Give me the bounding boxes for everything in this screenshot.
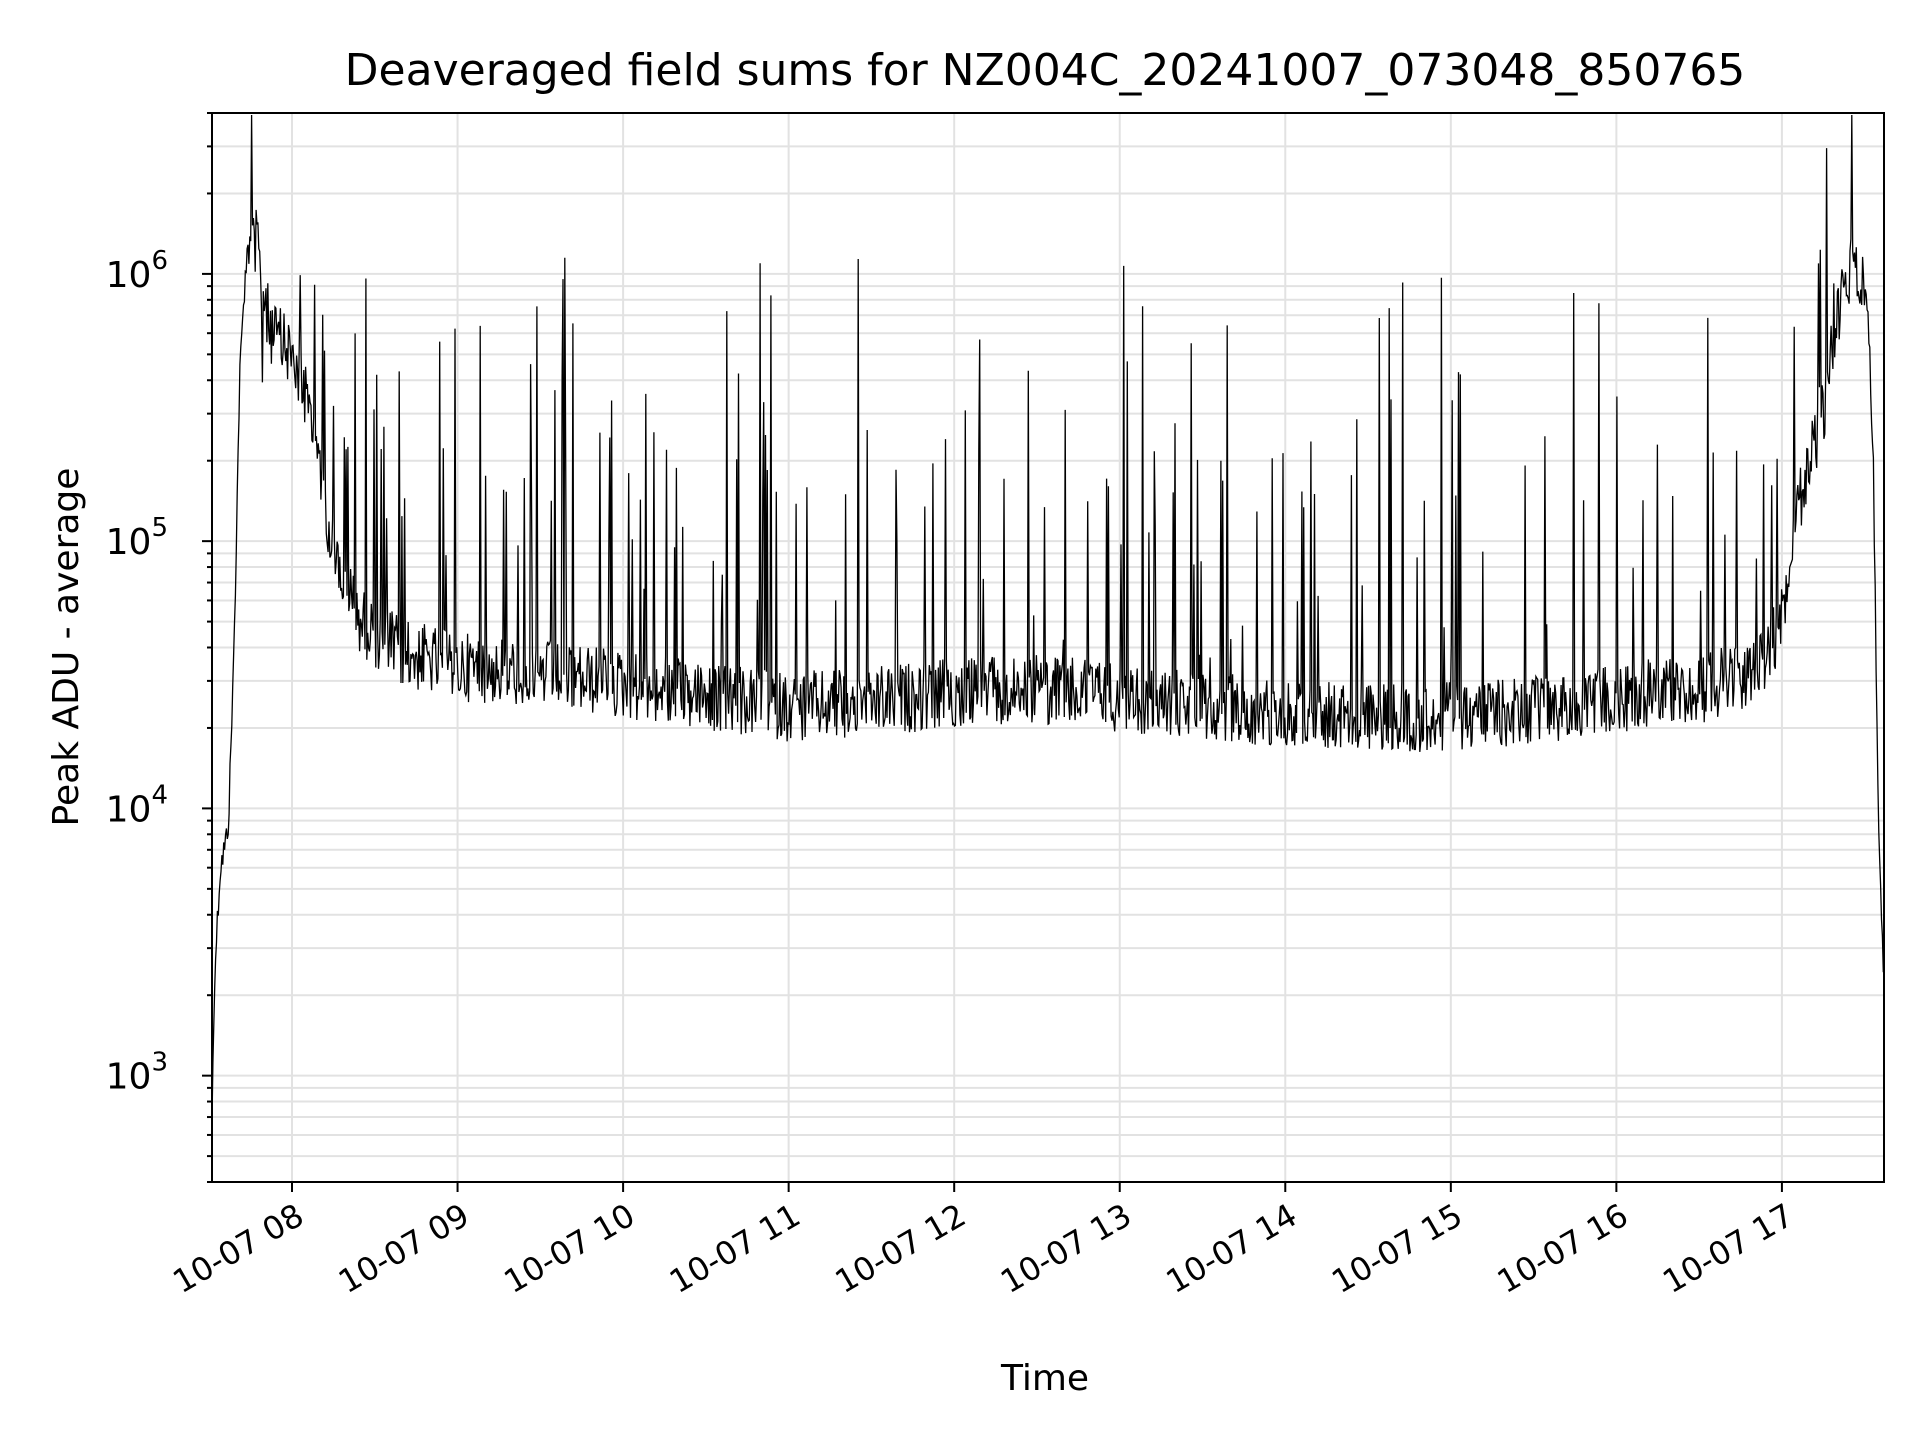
x-tick-label: 10-07 12: [829, 1196, 973, 1301]
x-tick-label: 10-07 15: [1325, 1196, 1469, 1301]
chart-title-text: Deaveraged field sums for NZ004C_2024100…: [345, 45, 1746, 96]
y-tick-base: 10: [106, 255, 152, 296]
y-tick-base: 10: [106, 522, 152, 563]
chart-title: Deaveraged field sums for NZ004C_2024100…: [345, 45, 1746, 96]
grid: [212, 112, 1884, 1183]
y-tick-exponent: 6: [151, 246, 168, 276]
x-tick-label: 10-07 11: [663, 1196, 807, 1301]
y-tick-exponent: 5: [151, 513, 168, 543]
y-tick-exponent: 4: [151, 780, 168, 810]
y-tick-label: 103: [106, 1048, 168, 1098]
series-line: [211, 114, 1884, 1122]
y-tick-base: 10: [106, 789, 152, 830]
x-axis: 10-07 08 10-07 09 10-07 10 10-07 11 10-07 12…: [166, 1182, 1800, 1301]
y-tick-base: 10: [106, 1057, 152, 1098]
y-tick-label: 106: [106, 246, 168, 296]
x-tick-label: 10-07 10: [498, 1196, 642, 1301]
x-tick-label: 10-07 14: [1160, 1196, 1304, 1301]
x-tick-label: 10-07 08: [166, 1196, 310, 1301]
y-tick-label: 105: [106, 513, 168, 563]
x-axis-label: Time: [1000, 1358, 1089, 1399]
x-tick-label: 10-07 16: [1491, 1196, 1635, 1301]
y-axis-label: Peak ADU - average: [46, 468, 87, 827]
x-tick-label: 10-07 09: [332, 1196, 476, 1301]
x-tick-label: 10-07 13: [994, 1196, 1138, 1301]
series-polyline: [211, 114, 1884, 1122]
y-tick-exponent: 3: [151, 1048, 168, 1078]
y-tick-label: 104: [106, 780, 168, 830]
x-tick-label: 10-07 17: [1656, 1196, 1800, 1301]
